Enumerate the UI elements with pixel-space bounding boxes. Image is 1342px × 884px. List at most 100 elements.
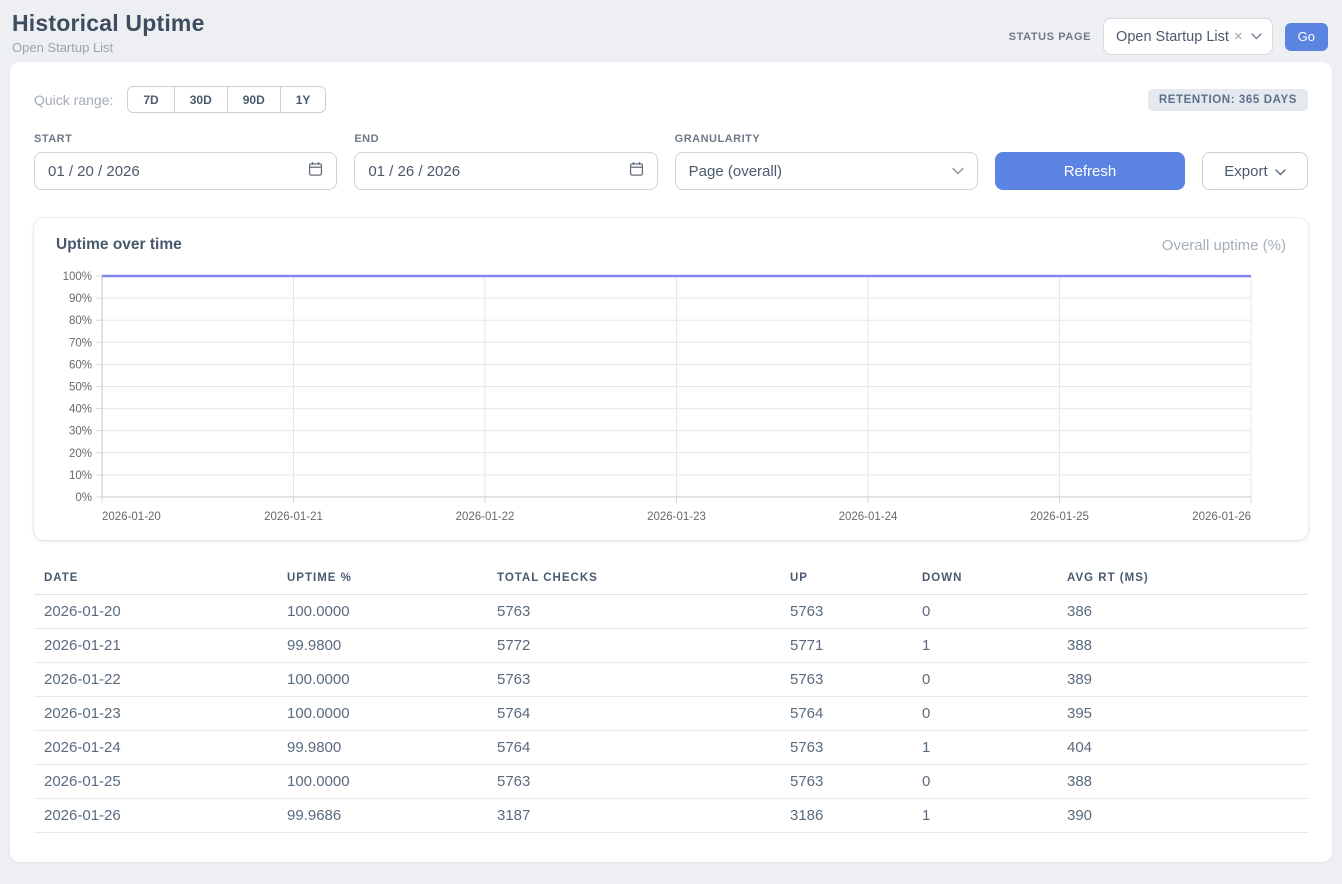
quick-range-90d-button[interactable]: 90D [227, 86, 281, 113]
table-row: 2026-01-22100.0000576357630389 [34, 663, 1308, 697]
column-header-avg-rt: AVG RT (MS) [1057, 564, 1308, 595]
uptime-table: DATE UPTIME % TOTAL CHECKS UP DOWN AVG R… [34, 564, 1308, 833]
page-title: Historical Uptime [12, 10, 205, 37]
y-axis-tick-label: 0% [75, 492, 92, 504]
table-cell: 0 [912, 595, 1057, 629]
table-row: 2026-01-2199.9800577257711388 [34, 629, 1308, 663]
start-date-value: 01 / 20 / 2026 [48, 163, 140, 180]
chart-title: Uptime over time [56, 236, 182, 254]
y-axis-tick-label: 100% [63, 271, 92, 283]
retention-badge: RETENTION: 365 DAYS [1148, 89, 1308, 111]
x-axis-tick-label: 2026-01-22 [456, 511, 515, 523]
table-cell: 2026-01-25 [34, 765, 277, 799]
table-cell: 1 [912, 799, 1057, 833]
table-row: 2026-01-25100.0000576357630388 [34, 765, 1308, 799]
table-header-row: DATE UPTIME % TOTAL CHECKS UP DOWN AVG R… [34, 564, 1308, 595]
table-cell: 1 [912, 629, 1057, 663]
column-header-uptime: UPTIME % [277, 564, 487, 595]
topbar: Historical Uptime Open Startup List STAT… [0, 0, 1342, 62]
table-cell: 5763 [780, 765, 912, 799]
x-axis-tick-label: 2026-01-25 [1030, 511, 1089, 523]
table-row: 2026-01-23100.0000576457640395 [34, 697, 1308, 731]
refresh-button[interactable]: Refresh [995, 152, 1185, 190]
table-cell: 3186 [780, 799, 912, 833]
table-cell: 5764 [487, 697, 780, 731]
granularity-selected-value: Page (overall) [689, 163, 782, 180]
go-button[interactable]: Go [1285, 23, 1328, 51]
y-axis-tick-label: 50% [69, 382, 92, 394]
y-axis-tick-label: 90% [69, 293, 92, 305]
uptime-line-chart[interactable]: 0%10%20%30%40%50%60%70%80%90%100%2026-01… [54, 268, 1288, 526]
page-subtitle: Open Startup List [12, 40, 205, 55]
column-header-down: DOWN [912, 564, 1057, 595]
y-axis-tick-label: 30% [69, 426, 92, 438]
quick-range-row: Quick range: 7D 30D 90D 1Y RETENTION: 36… [34, 86, 1308, 113]
x-axis-tick-label: 2026-01-24 [839, 511, 898, 523]
uptime-table-body: 2026-01-20100.00005763576303862026-01-21… [34, 595, 1308, 833]
chevron-down-icon [1275, 163, 1286, 180]
start-date-label: START [34, 133, 337, 145]
x-axis-tick-label: 2026-01-20 [102, 511, 161, 523]
status-page-selected-value: Open Startup List [1116, 29, 1229, 45]
granularity-field: GRANULARITY Page (overall) [675, 133, 978, 190]
table-cell: 99.9686 [277, 799, 487, 833]
table-cell: 1 [912, 731, 1057, 765]
y-axis-tick-label: 10% [69, 470, 92, 482]
table-cell: 388 [1057, 765, 1308, 799]
table-cell: 5771 [780, 629, 912, 663]
table-cell: 5764 [487, 731, 780, 765]
page-heading: Historical Uptime Open Startup List [12, 10, 205, 55]
column-header-total-checks: TOTAL CHECKS [487, 564, 780, 595]
table-cell: 0 [912, 663, 1057, 697]
status-page-label: STATUS PAGE [1009, 31, 1091, 43]
quick-range-7d-button[interactable]: 7D [127, 86, 174, 113]
table-cell: 2026-01-21 [34, 629, 277, 663]
chart-legend-label: Overall uptime (%) [1162, 237, 1286, 254]
uptime-chart-card: Uptime over time Overall uptime (%) 0% 10… [34, 218, 1308, 540]
table-cell: 5763 [487, 595, 780, 629]
table-cell: 100.0000 [277, 663, 487, 697]
column-header-up: UP [780, 564, 912, 595]
table-cell: 404 [1057, 731, 1308, 765]
end-date-input[interactable]: 01 / 26 / 2026 [354, 152, 657, 190]
table-cell: 100.0000 [277, 765, 487, 799]
table-cell: 99.9800 [277, 731, 487, 765]
start-date-input[interactable]: 01 / 20 / 2026 [34, 152, 337, 190]
granularity-select[interactable]: Page (overall) [675, 152, 978, 190]
export-button[interactable]: Export [1202, 152, 1308, 190]
clear-selection-icon[interactable]: × [1233, 29, 1244, 44]
table-cell: 395 [1057, 697, 1308, 731]
table-cell: 5763 [780, 595, 912, 629]
x-axis-tick-label: 2026-01-23 [647, 511, 706, 523]
quick-range-1y-button[interactable]: 1Y [280, 86, 327, 113]
y-axis-tick-label: 40% [69, 404, 92, 416]
table-row: 2026-01-20100.0000576357630386 [34, 595, 1308, 629]
table-cell: 2026-01-23 [34, 697, 277, 731]
table-cell: 5772 [487, 629, 780, 663]
table-cell: 0 [912, 697, 1057, 731]
table-cell: 386 [1057, 595, 1308, 629]
y-axis-tick-label: 80% [69, 315, 92, 327]
table-cell: 5764 [780, 697, 912, 731]
table-cell: 99.9800 [277, 629, 487, 663]
table-cell: 5763 [780, 731, 912, 765]
quick-range-button-group: 7D 30D 90D 1Y [127, 86, 326, 113]
table-row: 2026-01-2499.9800576457631404 [34, 731, 1308, 765]
quick-range-30d-button[interactable]: 30D [174, 86, 228, 113]
status-page-select[interactable]: Open Startup List × [1103, 18, 1273, 55]
quick-range-label: Quick range: [34, 92, 113, 108]
table-cell: 5763 [487, 765, 780, 799]
table-cell: 5763 [780, 663, 912, 697]
table-cell: 2026-01-26 [34, 799, 277, 833]
calendar-icon[interactable] [629, 161, 644, 182]
table-cell: 100.0000 [277, 697, 487, 731]
table-cell: 2026-01-22 [34, 663, 277, 697]
export-button-label: Export [1224, 163, 1267, 180]
filter-row: START 01 / 20 / 2026 END 01 / 26 / 2026 … [34, 133, 1308, 190]
calendar-icon[interactable] [308, 161, 323, 182]
table-row: 2026-01-2699.9686318731861390 [34, 799, 1308, 833]
x-axis-tick-label: 2026-01-21 [264, 511, 323, 523]
x-axis-tick-label: 2026-01-26 [1192, 511, 1251, 523]
y-axis-tick-label: 20% [69, 448, 92, 460]
table-cell: 100.0000 [277, 595, 487, 629]
